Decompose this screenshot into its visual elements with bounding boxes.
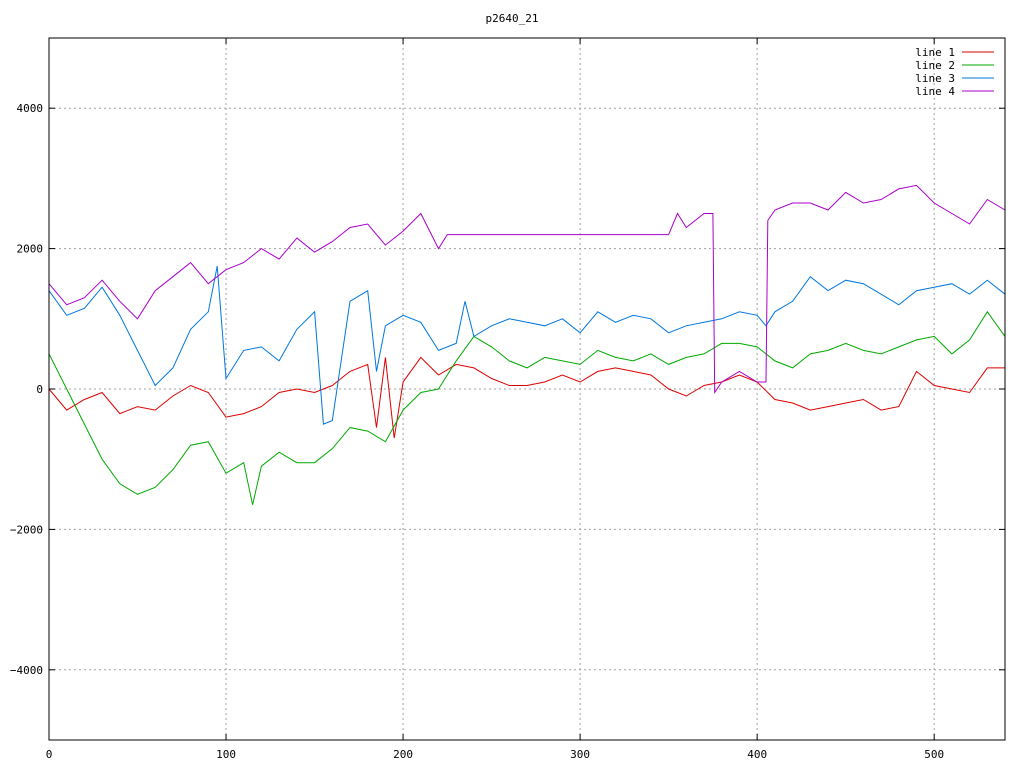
grid — [49, 38, 1005, 740]
x-tick-label: 300 — [570, 748, 590, 761]
y-tick-label: 0 — [36, 383, 43, 396]
series-layer — [48, 184, 1006, 505]
chart-title: p2640_21 — [486, 12, 539, 25]
legend-label-1: line 1 — [915, 46, 955, 59]
y-tick-label: −4000 — [10, 664, 43, 677]
x-tick-label: 500 — [924, 748, 944, 761]
x-tick-label: 400 — [747, 748, 767, 761]
x-tick-label: 200 — [393, 748, 413, 761]
y-tick-label: −2000 — [10, 523, 43, 536]
x-tick-label: 100 — [216, 748, 236, 761]
series-line-2 — [48, 310, 1006, 505]
axes: 0 100 200 300 400 500 −4000 −2000 0 2000 4000 — [10, 38, 1005, 761]
legend-label-2: line 2 — [915, 59, 955, 72]
x-tick-label: 0 — [46, 748, 53, 761]
legend-label-4: line 4 — [915, 85, 955, 98]
legend-label-3: line 3 — [915, 72, 955, 85]
series-line-1 — [48, 356, 1005, 439]
series-line-3 — [48, 266, 1006, 425]
series-line-4 — [48, 184, 1006, 395]
y-tick-label: 2000 — [17, 243, 44, 256]
y-tick-label: 4000 — [17, 102, 44, 115]
